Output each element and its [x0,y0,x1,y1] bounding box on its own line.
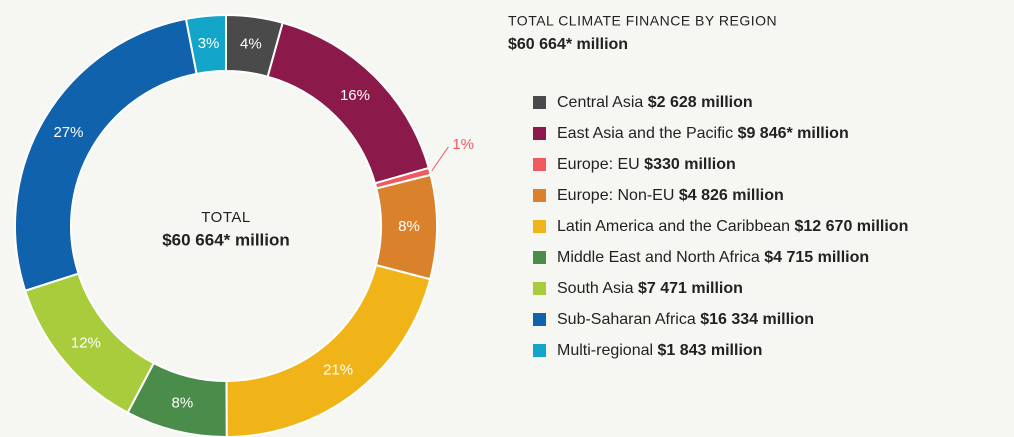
legend-value: $2 628 million [648,94,753,111]
legend-value: $7 471 million [638,280,743,297]
donut-slice [225,263,432,437]
legend-label: East Asia and the Pacific [557,125,733,142]
legend-swatch [533,282,546,295]
legend-entry: Latin America and the Caribbean $12 670 … [557,218,908,235]
donut-slice [184,13,227,75]
slice-label: 12% [71,335,101,352]
center-label: TOTAL [201,209,250,226]
legend-swatch [533,344,546,357]
legend-value: $9 846* million [738,125,849,142]
donut-slice [14,17,198,293]
slice-label: 8% [398,218,420,235]
slice-label: 21% [323,362,353,379]
legend-entry: Middle East and North Africa $4 715 mill… [557,249,869,266]
legend-entry: South Asia $7 471 million [557,280,743,297]
slice-label: 8% [171,395,193,412]
slice-label: 16% [340,87,370,104]
slice-label: 27% [53,124,83,141]
legend-swatch [533,313,546,326]
leader-line [431,146,449,172]
legend-label: Middle East and North Africa [557,249,760,266]
legend-label: Central Asia [557,94,643,111]
slice-label: 1% [452,136,474,153]
legend-value: $4 826 million [679,187,784,204]
legend-label: Europe: Non-EU [557,187,674,204]
chart-title: TOTAL CLIMATE FINANCE BY REGION [508,13,777,29]
legend-swatch [533,220,546,233]
legend-label: Latin America and the Caribbean [557,218,790,235]
center-value: $60 664* million [162,230,290,249]
slice-label: 3% [198,35,220,52]
legend-value: $16 334 million [700,311,814,328]
legend-entry: Multi-regional $1 843 million [557,342,762,359]
legend-label: South Asia [557,280,634,297]
legend-label: Multi-regional [557,342,653,359]
legend-label: Sub-Saharan Africa [557,311,696,328]
legend-entry: Sub-Saharan Africa $16 334 million [557,311,814,328]
legend-swatch [533,189,546,202]
legend-swatch [533,251,546,264]
slice-label: 4% [240,36,262,53]
legend-value: $330 million [644,156,736,173]
legend-label: Europe: EU [557,156,640,173]
legend-value: $4 715 million [764,249,869,266]
chart-subtitle: $60 664* million [508,36,628,53]
legend-entry: Europe: EU $330 million [557,156,736,173]
legend-swatch [533,96,546,109]
legend-entry: East Asia and the Pacific $9 846* millio… [557,125,849,142]
legend-value: $1 843 million [658,342,763,359]
legend-swatch [533,158,546,171]
legend-entry: Central Asia $2 628 million [557,94,753,111]
legend-entry: Europe: Non-EU $4 826 million [557,187,784,204]
legend-swatch [533,127,546,140]
legend-value: $12 670 million [795,218,909,235]
